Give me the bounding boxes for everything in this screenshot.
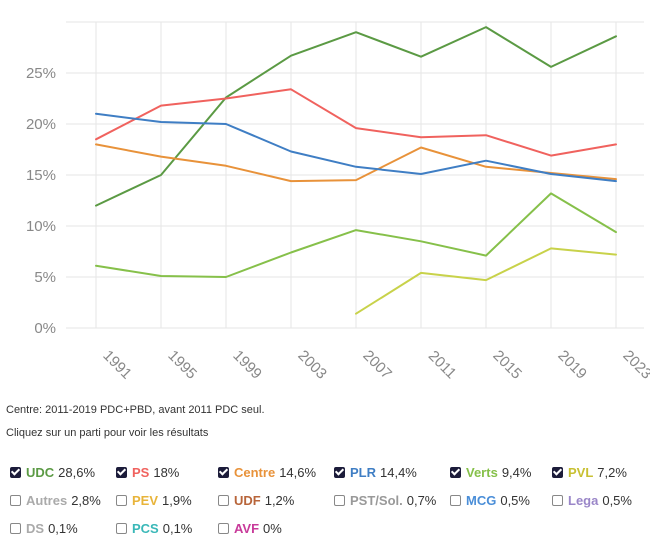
party-name: PLR [350, 464, 376, 480]
series-line-centre[interactable] [95, 143, 617, 183]
legend-item-ds[interactable]: DS 0,1% [10, 521, 78, 536]
party-name: PEV [132, 492, 159, 508]
legend-item-centre[interactable]: Centre 14,6% [218, 465, 316, 480]
grid [66, 21, 644, 329]
legend-item-lega[interactable]: Lega 0,5% [552, 493, 632, 508]
checked-checkbox-icon[interactable] [450, 466, 461, 478]
checkbox-icon[interactable] [10, 494, 21, 506]
party-percentage: 1,9% [162, 492, 192, 508]
legend-item-pcs[interactable]: PCS 0,1% [116, 521, 192, 536]
checkbox-icon[interactable] [116, 494, 127, 506]
legend-item-udf[interactable]: UDF 1,2% [218, 493, 294, 508]
legend-item-autres[interactable]: Autres 2,8% [10, 493, 101, 508]
party-name: UDC [26, 464, 55, 480]
x-tick-label: 1999 [229, 347, 265, 383]
party-name: PCS [132, 520, 159, 536]
x-tick-label: 1995 [164, 347, 200, 383]
party-percentage: 1,2% [264, 492, 295, 508]
party-name: PST/Sol. [350, 492, 403, 508]
legend-row: UDC 28,6% PS 18% Centre 14,6% PLR 14,4% Verts 9,4… [10, 458, 650, 486]
party-percentage: 0,5% [500, 492, 530, 508]
party-percentage: 18% [153, 464, 180, 480]
party-name: AVF [234, 520, 260, 536]
checked-checkbox-icon[interactable] [218, 466, 229, 478]
series-line-udc[interactable] [95, 26, 617, 207]
x-tick-label: 2007 [359, 347, 395, 383]
party-percentage: 28,6% [58, 464, 96, 480]
party-name: MCG [466, 492, 497, 508]
legend-item-pev[interactable]: PEV 1,9% [116, 493, 192, 508]
checked-checkbox-icon[interactable] [334, 466, 345, 478]
party-name: PVL [568, 464, 594, 480]
party-percentage: 0,5% [602, 492, 632, 508]
y-tick-label: 25% [26, 65, 56, 82]
party-name: Lega [568, 492, 599, 508]
party-percentage: 0,7% [406, 492, 437, 508]
y-tick-label: 0% [34, 320, 56, 337]
y-tick-label: 5% [34, 269, 56, 286]
series-line-verts[interactable] [95, 192, 617, 278]
checkbox-icon[interactable] [552, 494, 563, 506]
y-tick-label: 15% [26, 167, 56, 184]
party-percentage: 9,4% [501, 464, 532, 480]
instruction-note: Cliquez sur un parti pour voir les résul… [6, 427, 209, 439]
party-percentage: 7,2% [597, 464, 627, 480]
party-percentage: 0,1% [48, 520, 78, 536]
y-axis-ticks: 0% 5% 10% 15% 20% 25% [26, 65, 56, 337]
legend-item-pvl[interactable]: PVL 7,2% [552, 465, 627, 480]
legend-item-plr[interactable]: PLR 14,4% [334, 465, 417, 480]
legend-row: DS 0,1% PCS 0,1% AVF 0% [10, 514, 650, 542]
party-legend: UDC 28,6% PS 18% Centre 14,6% PLR 14,4% Verts 9,4… [10, 458, 650, 542]
checkbox-icon[interactable] [218, 494, 229, 506]
checkbox-icon[interactable] [10, 522, 21, 534]
party-name: UDF [234, 492, 261, 508]
party-name: Autres [26, 492, 68, 508]
y-tick-label: 20% [26, 116, 56, 133]
line-chart: 0% 5% 10% 15% 20% 25% 1991 1995 1999 2003 2007 201… [26, 21, 650, 383]
party-percentage: 0,1% [162, 520, 193, 536]
series-line-pvl[interactable] [355, 247, 617, 315]
checkbox-icon[interactable] [450, 494, 461, 506]
legend-item-udc[interactable]: UDC 28,6% [10, 465, 95, 480]
series-lines [95, 26, 617, 315]
y-tick-label: 10% [26, 218, 56, 235]
checked-checkbox-icon[interactable] [552, 466, 563, 478]
party-percentage: 14,4% [380, 464, 417, 480]
legend-item-verts[interactable]: Verts 9,4% [450, 465, 531, 480]
checkbox-icon[interactable] [334, 494, 345, 506]
x-tick-label: 2015 [489, 347, 525, 383]
party-name: Centre [234, 464, 276, 480]
legend-item-avf[interactable]: AVF 0% [218, 521, 282, 536]
x-axis-ticks: 1991 1995 1999 2003 2007 2011 2015 2019 2023 [99, 347, 650, 383]
series-line-plr[interactable] [95, 112, 617, 183]
series-line-ps[interactable] [95, 88, 617, 157]
checked-checkbox-icon[interactable] [10, 466, 21, 478]
legend-row: Autres 2,8% PEV 1,9% UDF 1,2% PST/Sol. 0,7% MCG 0… [10, 486, 650, 514]
legend-item-mcg[interactable]: MCG 0,5% [450, 493, 530, 508]
centre-note: Centre: 2011-2019 PDC+PBD, avant 2011 PD… [6, 404, 265, 416]
x-tick-label: 2023 [619, 347, 650, 383]
legend-item-ps[interactable]: PS 18% [116, 465, 179, 480]
x-tick-label: 2019 [554, 347, 590, 383]
party-name: Verts [466, 464, 498, 480]
checkbox-icon[interactable] [116, 522, 127, 534]
x-tick-label: 2003 [294, 347, 330, 383]
x-tick-label: 2011 [425, 347, 460, 382]
party-percentage: 0% [263, 520, 282, 536]
x-tick-label: 1991 [99, 347, 135, 383]
party-name: DS [26, 520, 45, 536]
party-percentage: 2,8% [71, 492, 101, 508]
party-percentage: 14,6% [279, 464, 317, 480]
party-name: PS [132, 464, 150, 480]
legend-item-pst-sol-[interactable]: PST/Sol. 0,7% [334, 493, 436, 508]
checked-checkbox-icon[interactable] [116, 466, 127, 478]
checkbox-icon[interactable] [218, 522, 229, 534]
